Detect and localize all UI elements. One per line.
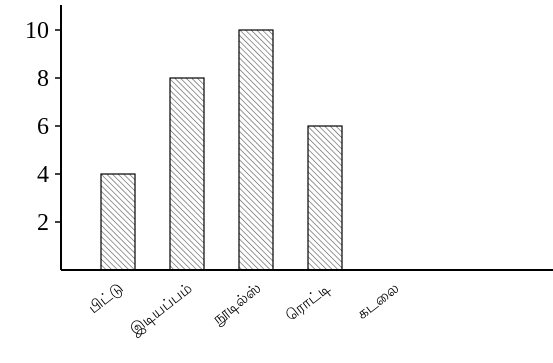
bar-4 <box>307 125 343 271</box>
y-tick-label: 6 <box>37 114 49 140</box>
x-tick-label: கடலை <box>354 280 402 323</box>
bar-3 <box>238 29 274 271</box>
x-tick-label: இடியப்பம் <box>127 280 196 339</box>
y-tick-label: 2 <box>37 210 49 236</box>
bars-layer <box>100 29 343 271</box>
x-tick-label: நூடில்ஸ் <box>210 280 265 328</box>
bar-2 <box>169 77 205 271</box>
x-axis-labels: பிட்டு இடியப்பம் நூடில்ஸ் ரொட்டி கடலை <box>85 280 402 339</box>
bar-1 <box>100 173 136 271</box>
y-tick-label: 4 <box>37 162 49 188</box>
x-tick-label: பிட்டு <box>85 280 126 317</box>
y-tick-label: 10 <box>25 18 49 44</box>
y-tick-label: 8 <box>37 66 49 92</box>
x-tick-label: ரொட்டி <box>283 280 334 325</box>
y-axis-ticks: 2 4 6 8 10 <box>25 18 61 236</box>
